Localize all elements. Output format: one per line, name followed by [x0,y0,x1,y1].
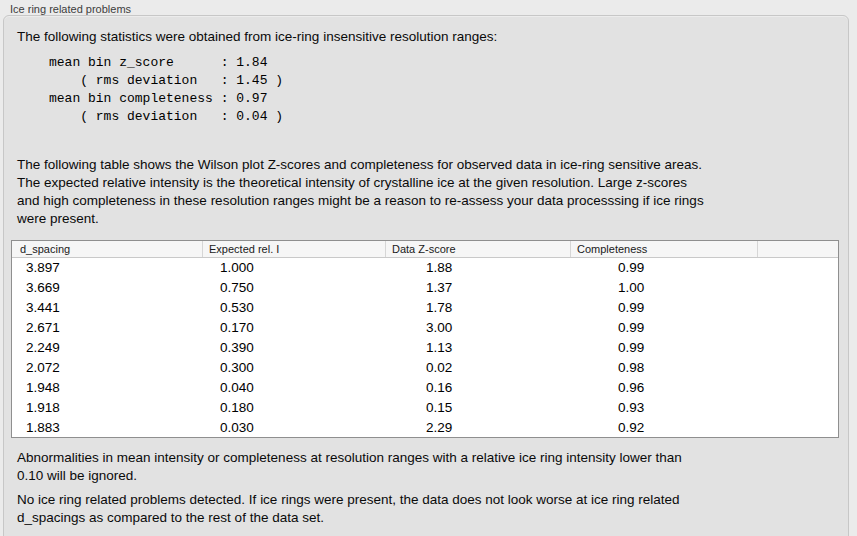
table-row[interactable]: 3.6690.7501.371.00 [12,278,838,298]
table-cell: 1.13 [386,340,571,355]
table-cell: 1.78 [386,300,571,315]
table-cell: 2.671 [12,320,203,335]
table-cell: 0.93 [571,400,758,415]
table-cell: 1.88 [386,260,571,275]
ice-ring-table: d_spacingExpected rel. IData Z-scoreComp… [11,240,839,438]
table-row[interactable]: 2.2490.3901.130.99 [12,338,838,358]
table-cell: 2.072 [12,360,203,375]
conclusion-text: No ice ring related problems detected. I… [17,491,680,527]
table-cell: 2.249 [12,340,203,355]
table-cell: 0.030 [203,420,386,435]
table-cell: 3.441 [12,300,203,315]
table-cell: 1.00 [571,280,758,295]
table-cell: 0.98 [571,360,758,375]
table-row[interactable]: 1.9480.0400.160.96 [12,377,838,397]
table-cell: 1.37 [386,280,571,295]
table-cell: 0.750 [203,280,386,295]
table-cell: 1.883 [12,420,203,435]
ignore-threshold-note: Abnormalities in mean intensity or compl… [17,449,682,485]
table-cell: 3.897 [12,260,203,275]
table-cell: 0.99 [571,300,758,315]
column-header-empty[interactable] [758,241,838,257]
table-cell: 2.29 [386,420,571,435]
table-cell: 0.390 [203,340,386,355]
table-cell: 0.99 [571,340,758,355]
stats-intro-text: The following statistics were obtained f… [17,28,497,46]
column-header-expected-rel-i[interactable]: Expected rel. I [203,241,386,257]
table-cell: 0.96 [571,380,758,395]
table-cell: 1.000 [203,260,386,275]
table-header-row: d_spacingExpected rel. IData Z-scoreComp… [12,241,838,258]
table-cell: 0.040 [203,380,386,395]
column-header-d-spacing[interactable]: d_spacing [12,241,203,257]
table-cell: 0.170 [203,320,386,335]
column-header-data-z-score[interactable]: Data Z-score [386,241,571,257]
table-cell: 0.15 [386,400,571,415]
table-cell: 0.92 [571,420,758,435]
table-cell: 0.16 [386,380,571,395]
table-cell: 0.300 [203,360,386,375]
table-row[interactable]: 3.4410.5301.780.99 [12,298,838,318]
table-cell: 3.669 [12,280,203,295]
table-row[interactable]: 1.8830.0302.290.92 [12,417,838,437]
table-cell: 1.918 [12,400,203,415]
table-cell: 3.00 [386,320,571,335]
column-header-completeness[interactable]: Completeness [571,241,758,257]
table-row[interactable]: 2.6710.1703.000.99 [12,318,838,338]
table-row[interactable]: 1.9180.1800.150.93 [12,397,838,417]
table-cell: 0.180 [203,400,386,415]
table-cell: 0.02 [386,360,571,375]
table-row[interactable]: 2.0720.3000.020.98 [12,357,838,377]
stats-monospace-block: mean bin z_score : 1.84 ( rms deviation … [49,54,283,126]
group-box-title: Ice ring related problems [10,3,131,15]
table-cell: 0.530 [203,300,386,315]
table-body: 3.8971.0001.880.993.6690.7501.371.003.44… [12,258,838,437]
description-paragraph: The following table shows the Wilson plo… [17,156,704,228]
table-cell: 1.948 [12,380,203,395]
table-row[interactable]: 3.8971.0001.880.99 [12,258,838,278]
ice-ring-panel: The following statistics were obtained f… [3,15,849,536]
table-cell: 0.99 [571,260,758,275]
table-cell: 0.99 [571,320,758,335]
